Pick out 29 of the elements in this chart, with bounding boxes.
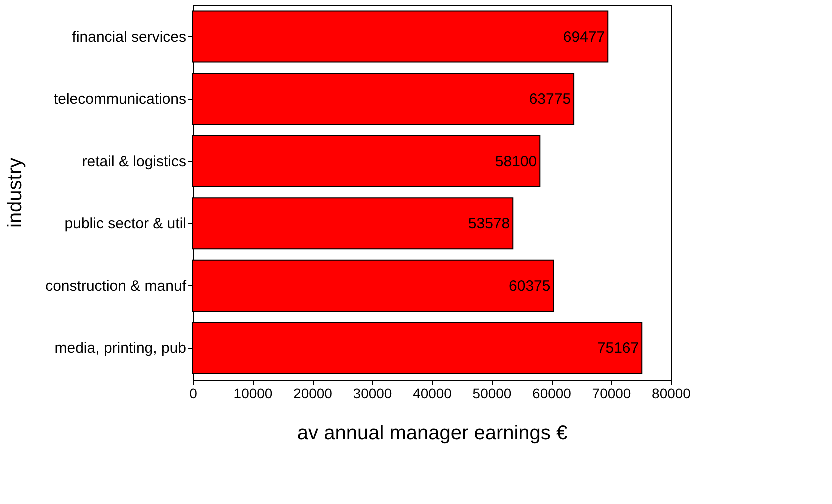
bar (192, 135, 541, 188)
x-tick-label: 80000 (652, 386, 692, 402)
data-label: 60375 (509, 278, 551, 295)
y-tick-label: construction & manuf (46, 278, 188, 295)
x-tick-label: 0 (190, 386, 198, 402)
bar (192, 10, 609, 63)
x-axis-title: av annual manager earnings € (297, 422, 568, 444)
data-label: 63775 (529, 91, 572, 108)
x-tick-label: 50000 (472, 386, 512, 402)
x-tick-label: 20000 (294, 386, 333, 402)
data-label: 69477 (563, 28, 606, 46)
bar (192, 260, 554, 312)
y-tick-label: media, printing, pub (54, 340, 186, 358)
x-tick-label: 10000 (234, 386, 273, 402)
x-tick-label: 60000 (532, 386, 572, 402)
data-label: 53578 (468, 216, 510, 233)
y-tick-label: retail & logistics (82, 153, 186, 170)
x-tick-label: 70000 (592, 386, 632, 402)
x-tick-label: 40000 (413, 386, 452, 402)
bar (192, 73, 575, 126)
data-label: 58100 (495, 153, 538, 170)
y-tick-label: telecommunications (54, 91, 186, 108)
bar (192, 322, 643, 374)
y-tick-label: public sector & util (64, 216, 186, 233)
y-tick-label: financial services (72, 28, 186, 46)
data-label: 75167 (597, 340, 640, 358)
bar (192, 198, 514, 250)
x-tick-label: 30000 (353, 386, 392, 402)
y-axis-title: industry (4, 158, 27, 228)
